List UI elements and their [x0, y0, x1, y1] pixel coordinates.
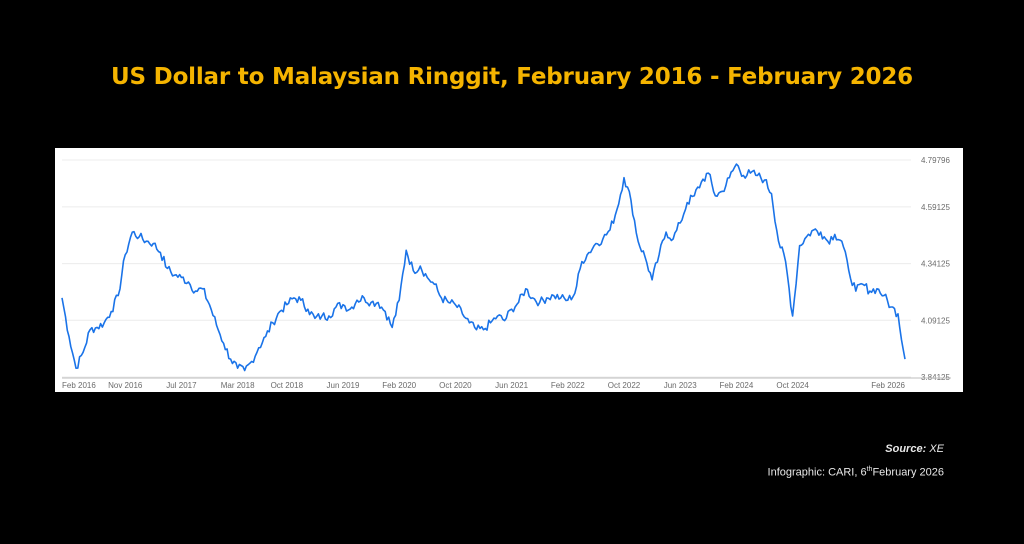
x-tick-label: Oct 2024 — [776, 381, 809, 390]
y-tick-label: 4.09125 — [921, 316, 950, 325]
credit-prefix: Infographic: CARI, 6 — [767, 466, 867, 479]
source-note: Source: XE — [885, 443, 944, 455]
chart-title: US Dollar to Malaysian Ringgit, February… — [111, 64, 913, 90]
x-tick-label: Oct 2018 — [271, 381, 304, 390]
x-tick-label: Nov 2016 — [108, 381, 143, 390]
source-label: Source: — [885, 443, 927, 455]
x-tick-label: Feb 2020 — [382, 381, 416, 390]
x-tick-label: Oct 2020 — [439, 381, 472, 390]
x-axis-ticks: Feb 2016 Nov 2016 Jul 2017 Mar 2018 Oct 2018… — [62, 381, 906, 390]
x-tick-label: Mar 2018 — [221, 381, 255, 390]
x-tick-label: Feb 2026 — [871, 381, 905, 390]
y-tick-label: 4.34125 — [921, 260, 950, 269]
infographic-credit: Infographic: CARI, 6thFebruary 2026 — [768, 466, 944, 479]
x-tick-label: Jun 2019 — [327, 381, 360, 390]
chart-panel: 3.84125 4.09125 4.34125 4.59125 4.79796 Feb … — [55, 148, 963, 392]
x-tick-label: Oct 2022 — [608, 381, 641, 390]
x-tick-label: Jun 2023 — [664, 381, 697, 390]
x-tick-label: Feb 2022 — [551, 381, 585, 390]
series-line-usd-myr — [61, 163, 906, 372]
y-tick-label: 4.79796 — [921, 156, 950, 165]
credit-date: February 2026 — [872, 466, 944, 479]
y-tick-label: 4.59125 — [921, 203, 950, 212]
credit-ordinal: th — [866, 466, 873, 473]
x-tick-label: Jun 2021 — [495, 381, 528, 390]
x-tick-label: Jul 2017 — [166, 381, 197, 390]
x-tick-label: Feb 2024 — [719, 381, 753, 390]
grid-lines — [62, 159, 911, 378]
x-tick-label: Feb 2016 — [62, 381, 96, 390]
source-value: XE — [929, 443, 944, 455]
